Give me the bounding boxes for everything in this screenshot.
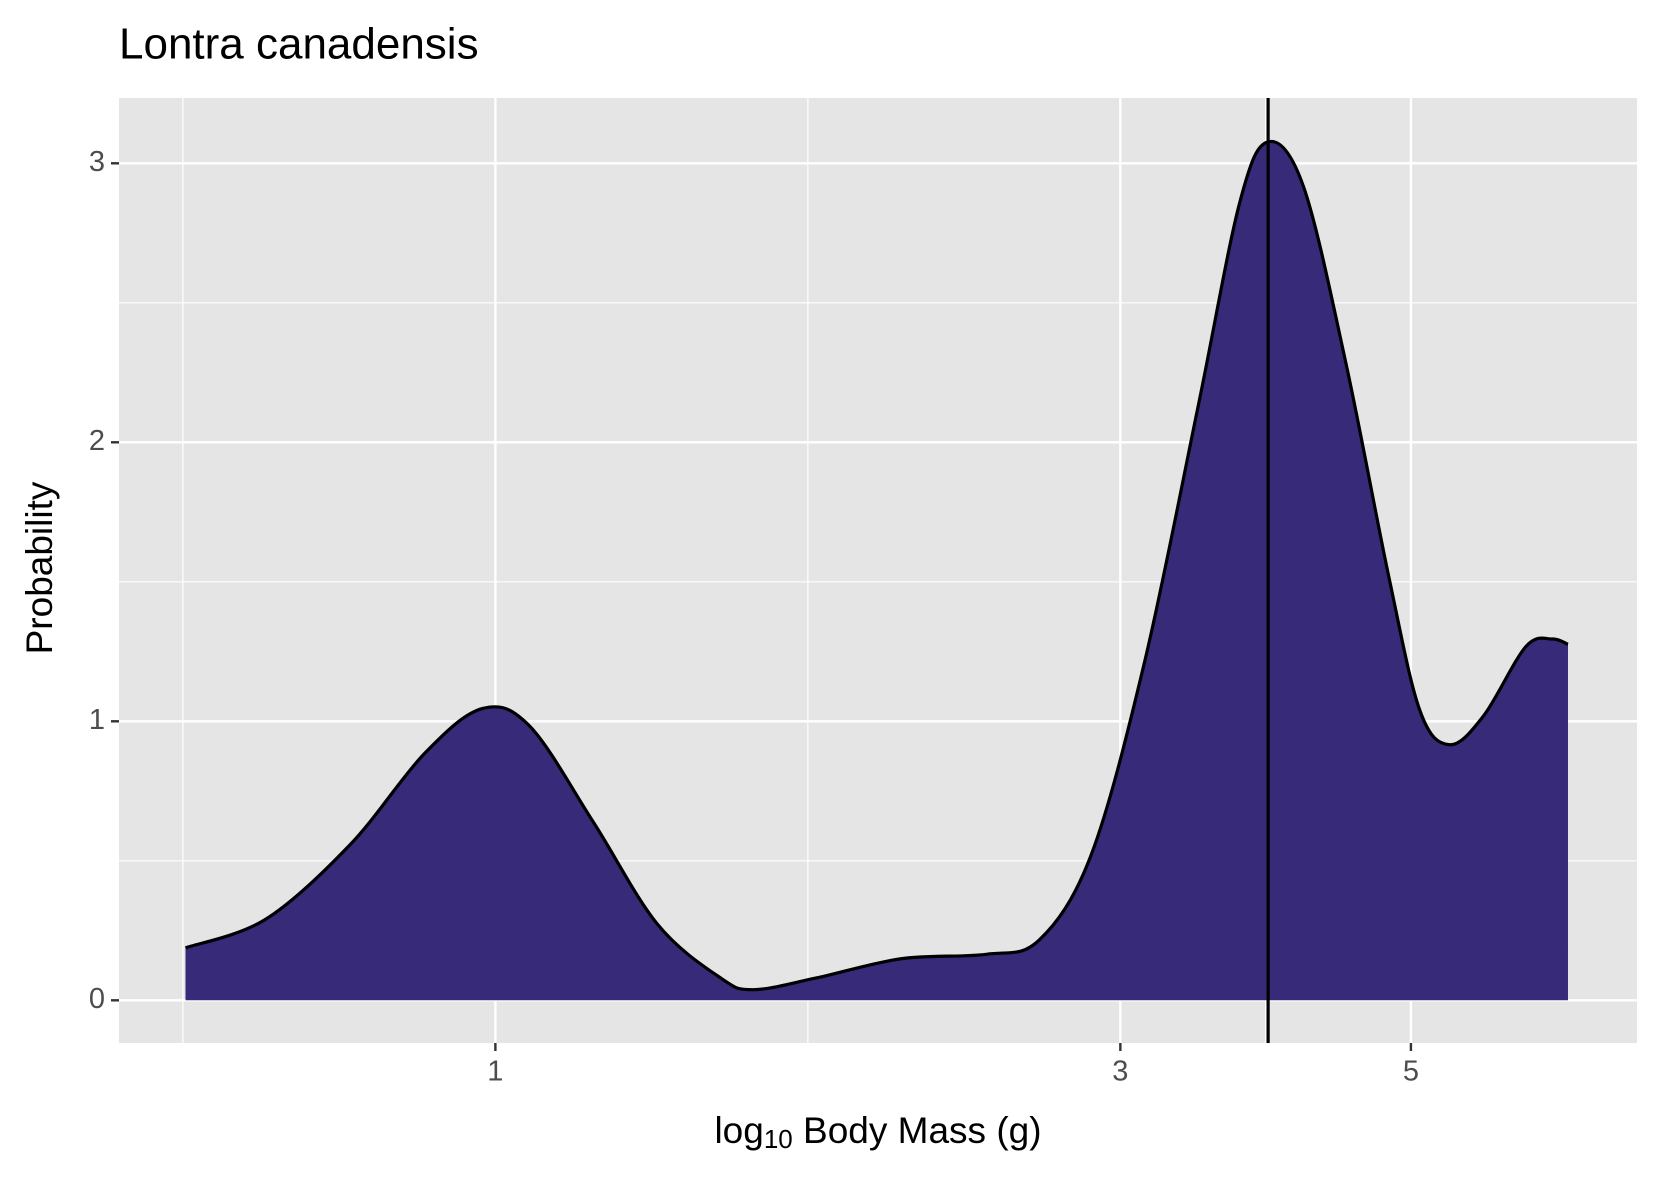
x-tick-label: 1: [487, 1056, 503, 1088]
y-tick-label: 1: [89, 704, 105, 736]
y-tick-label: 2: [89, 425, 105, 457]
x-tick-label: 5: [1403, 1056, 1419, 1088]
y-tick-label: 3: [89, 146, 105, 178]
x-title-subscript: 10: [764, 1124, 793, 1154]
x-axis-title: log10 Body Mass (g): [714, 1110, 1041, 1154]
x-title-rest: Body Mass (g): [793, 1110, 1042, 1151]
y-axis-title: Probability: [19, 481, 60, 654]
density-area: [185, 141, 1568, 1001]
chart-title: Lontra canadensis: [119, 20, 479, 69]
x-title-base: log: [714, 1110, 763, 1151]
y-tick-label: 0: [89, 983, 105, 1015]
x-tick-label: 3: [1112, 1056, 1128, 1088]
density-line: [184, 139, 1569, 992]
marks: [184, 98, 1569, 1043]
